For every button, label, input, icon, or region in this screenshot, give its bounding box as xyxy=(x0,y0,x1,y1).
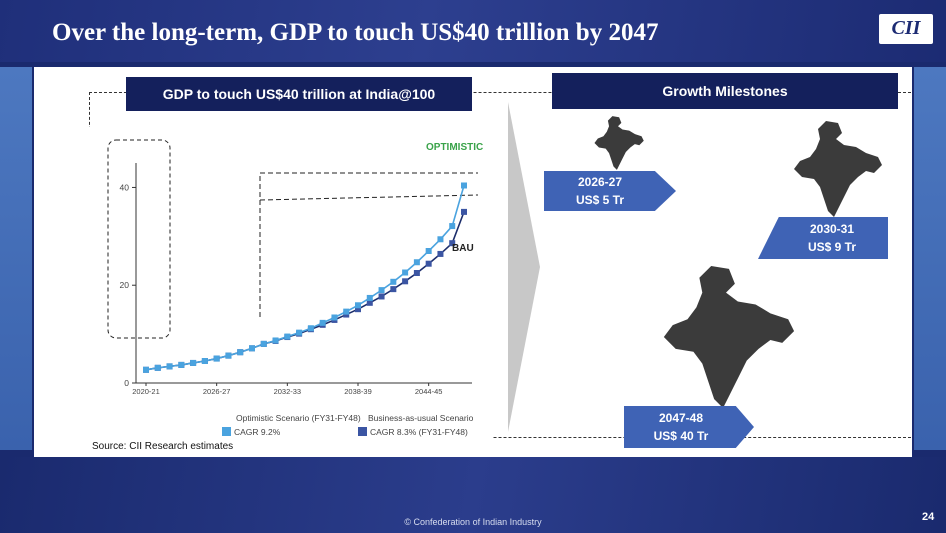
data-point-optimistic xyxy=(378,287,385,294)
chart-header: GDP to touch US$40 trillion at India@100 xyxy=(126,77,472,111)
transition-arrow xyxy=(508,102,540,432)
data-point-optimistic xyxy=(190,359,197,366)
data-point-optimistic xyxy=(260,340,267,347)
data-point-optimistic xyxy=(166,363,173,370)
data-point-bau xyxy=(449,240,456,247)
legend-optimistic-swatch xyxy=(222,427,231,436)
series-line-optimistic xyxy=(145,185,465,371)
milestone-value: US$ 40 Tr xyxy=(653,429,709,443)
data-point-optimistic xyxy=(143,366,149,373)
data-point-optimistic xyxy=(449,223,456,230)
y-tick-label: 20 xyxy=(120,280,130,290)
logo-text: CII xyxy=(891,17,921,39)
optimistic-bracket xyxy=(259,172,478,317)
x-tick-label: 2032-33 xyxy=(274,387,302,396)
milestone-badge-2030: 2030-31 US$ 9 Tr xyxy=(758,217,888,259)
data-point-optimistic xyxy=(425,248,432,254)
india-map-icon xyxy=(663,265,795,409)
data-point-optimistic xyxy=(390,278,397,285)
series-line-bau xyxy=(145,211,465,371)
data-point-optimistic xyxy=(272,337,279,344)
data-point-bau xyxy=(402,278,409,285)
milestone-badge-2047: 2047-48 US$ 40 Tr xyxy=(624,406,754,448)
data-point-optimistic xyxy=(366,294,373,301)
data-point-optimistic xyxy=(213,355,220,362)
data-point-optimistic xyxy=(225,352,232,359)
y-tick-label: 40 xyxy=(120,182,130,192)
footer-bar: © Confederation of Indian Industry 24 xyxy=(0,457,946,533)
legend-optimistic-line2: CAGR 9.2% xyxy=(234,427,281,437)
page-number: 24 xyxy=(922,511,935,523)
data-point-optimistic xyxy=(307,325,314,332)
milestone-badge-2026: 2026-27 US$ 5 Tr xyxy=(544,171,676,211)
milestone-value: US$ 5 Tr xyxy=(575,193,625,207)
data-point-optimistic xyxy=(402,269,409,276)
x-tick-label: 2044-45 xyxy=(415,387,443,396)
data-point-bau xyxy=(390,286,397,293)
data-point-optimistic xyxy=(249,345,255,352)
data-point-bau xyxy=(437,250,444,257)
data-point-optimistic xyxy=(355,302,361,309)
data-point-bau xyxy=(413,270,420,276)
x-tick-label: 2020-21 xyxy=(132,387,160,396)
data-point-optimistic xyxy=(284,333,291,340)
x-tick-label: 2026-27 xyxy=(203,387,231,396)
x-tick-label: 2038-39 xyxy=(344,387,372,396)
milestones-header: Growth Milestones xyxy=(552,73,898,109)
cii-logo: CII xyxy=(879,14,933,44)
india-map-icon xyxy=(794,121,882,217)
milestone-value: US$ 9 Tr xyxy=(807,240,857,254)
source-note: Source: CII Research estimates xyxy=(92,441,234,452)
data-point-optimistic xyxy=(413,259,420,266)
data-point-optimistic xyxy=(319,319,326,326)
y-axis-highlight-box xyxy=(107,139,171,339)
bau-bracket xyxy=(259,194,479,201)
data-point-optimistic xyxy=(178,361,185,368)
india-map-icon xyxy=(594,116,644,170)
data-point-optimistic xyxy=(343,308,350,315)
data-point-optimistic xyxy=(201,358,208,364)
gdp-chart: 0 20 40 2020-21 2026-27 2032-33 2038-39 2044-4… xyxy=(88,127,492,445)
legend-bau-line2: CAGR 8.3% (FY31-FY48) xyxy=(370,427,468,437)
slide-title: Over the long-term, GDP to touch US$40 t… xyxy=(52,19,659,46)
data-point-optimistic xyxy=(331,314,338,321)
data-point-optimistic xyxy=(461,182,467,189)
data-point-optimistic xyxy=(296,329,303,336)
data-point-optimistic xyxy=(237,349,244,356)
data-point-bau xyxy=(461,208,467,215)
data-point-bau xyxy=(378,293,385,300)
legend-bau-line1: Business-as-usual Scenario xyxy=(368,413,474,423)
milestone-year: 2026-27 xyxy=(577,175,623,189)
gdp-chart-svg: 0 20 40 2020-21 2026-27 2032-33 2038-39 2044-4… xyxy=(107,139,483,437)
milestone-year: 2047-48 xyxy=(658,411,704,425)
optimistic-series-label: OPTIMISTIC xyxy=(426,142,483,153)
header-bar: Over the long-term, GDP to touch US$40 t… xyxy=(0,0,946,62)
milestone-year: 2030-31 xyxy=(809,222,855,236)
y-tick-label: 0 xyxy=(124,378,129,388)
data-point-bau xyxy=(366,299,373,306)
right-side-bar xyxy=(914,67,946,450)
data-point-optimistic xyxy=(437,236,444,243)
legend-bau-swatch xyxy=(358,427,367,436)
content-panel: GDP to touch US$40 trillion at India@100… xyxy=(34,67,912,457)
data-point-bau xyxy=(355,306,361,313)
data-point-bau xyxy=(425,260,432,267)
left-side-bar xyxy=(0,67,32,450)
footer-copyright: © Confederation of Indian Industry xyxy=(404,517,542,527)
legend-optimistic-line1: Optimistic Scenario (FY31-FY48) xyxy=(236,413,361,423)
bau-series-label: BAU xyxy=(452,243,474,254)
data-point-optimistic xyxy=(154,364,161,371)
